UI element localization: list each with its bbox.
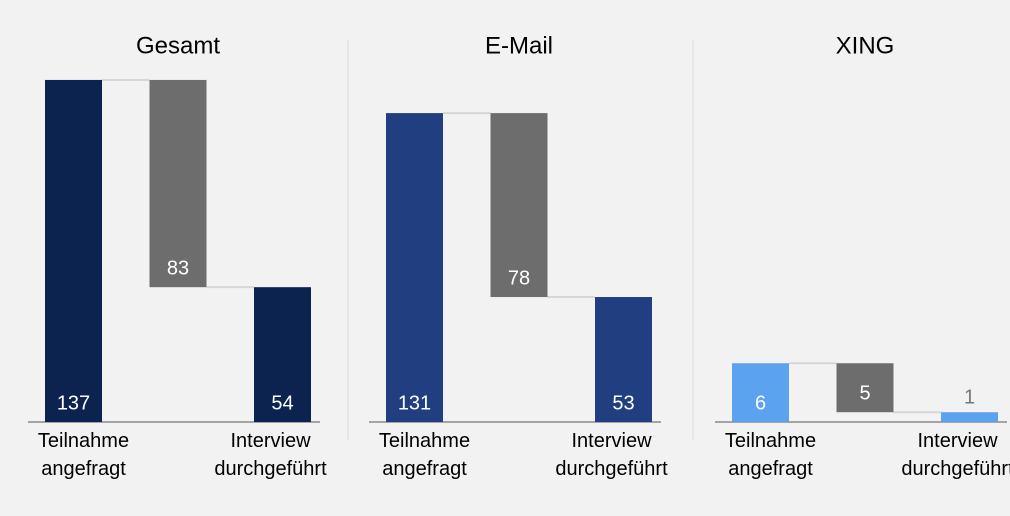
bar bbox=[732, 363, 789, 422]
value-label: 54 bbox=[271, 392, 293, 414]
x-tick-label: Teilnahme angefragt bbox=[38, 430, 129, 480]
value-label: 1 bbox=[964, 386, 975, 408]
value-label: 83 bbox=[167, 257, 189, 279]
bar bbox=[149, 79, 207, 288]
bar bbox=[595, 297, 652, 422]
bar bbox=[386, 113, 443, 423]
chart-title: Gesamt bbox=[136, 32, 220, 59]
x-tick-label: Interview durchgeführt bbox=[901, 430, 1010, 480]
x-tick-label: Interview durchgeführt bbox=[555, 430, 668, 480]
chart-title: E-Mail bbox=[485, 32, 553, 59]
value-label: 131 bbox=[398, 392, 431, 414]
chart-title: XING bbox=[836, 32, 895, 59]
value-label: 53 bbox=[612, 392, 634, 414]
bar bbox=[45, 79, 102, 422]
bar bbox=[941, 412, 998, 422]
bar bbox=[254, 287, 311, 422]
value-label: 5 bbox=[859, 382, 870, 404]
value-label: 137 bbox=[57, 392, 90, 414]
x-tick-label: Interview durchgeführt bbox=[214, 430, 327, 480]
bar bbox=[836, 363, 894, 413]
value-label: 78 bbox=[508, 267, 530, 289]
bar bbox=[490, 113, 548, 298]
x-tick-label: Teilnahme angefragt bbox=[379, 430, 470, 480]
value-label: 6 bbox=[755, 392, 766, 414]
x-tick-label: Teilnahme angefragt bbox=[725, 430, 816, 480]
